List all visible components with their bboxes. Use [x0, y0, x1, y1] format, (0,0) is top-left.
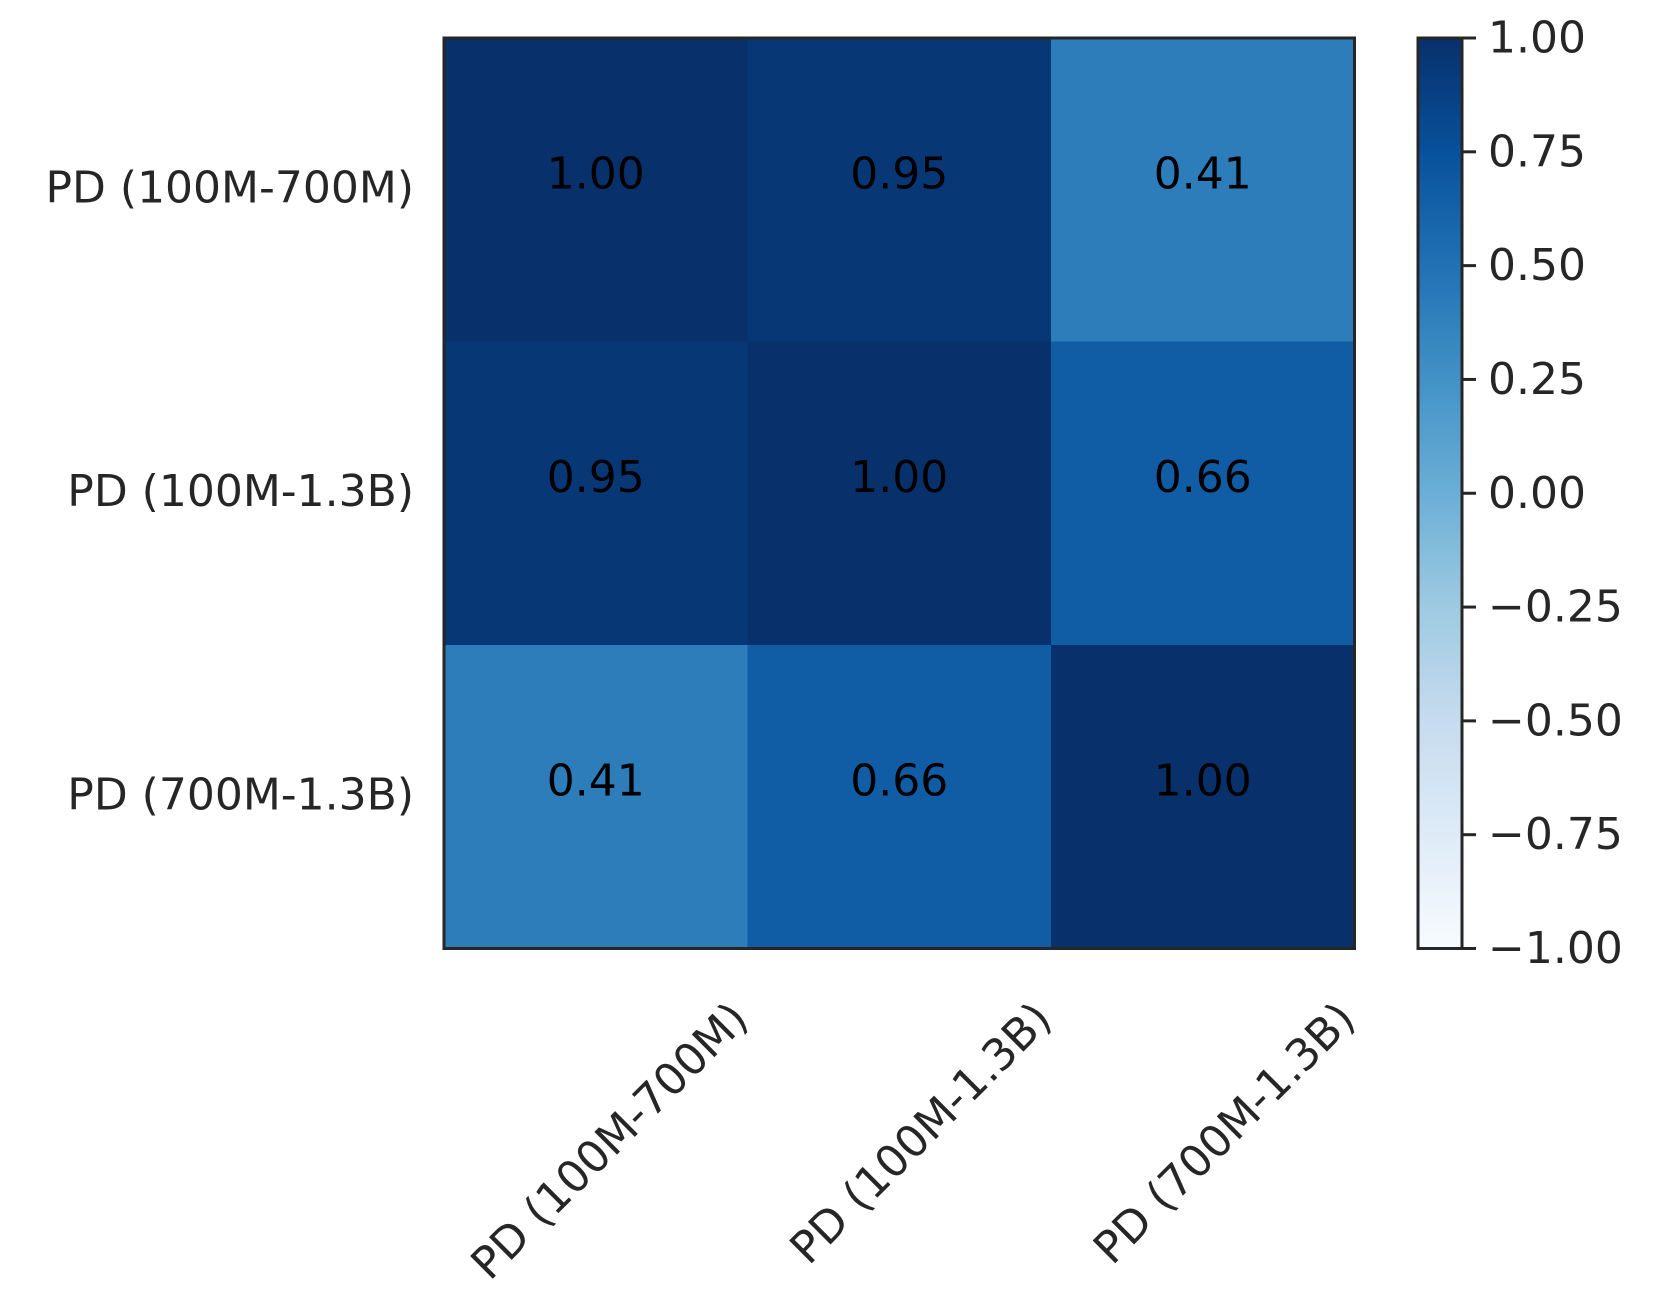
- y-tick-labels: PD (100M-700M) PD (100M-1.3B) PD (700M-1.3…: [46, 162, 415, 820]
- colorbar-tick-label: −0.25: [1488, 582, 1623, 633]
- heatmap-cell-r2-c1: [747, 645, 1052, 949]
- cell-value-label: 0.66: [1154, 452, 1252, 503]
- y-tick-label: PD (100M-1.3B): [67, 466, 414, 517]
- x-tick-label: PD (700M-1.3B): [1084, 993, 1365, 1274]
- colorbar-tick-label: −0.75: [1488, 809, 1623, 860]
- cell-value-label: 1.00: [1154, 755, 1252, 806]
- colorbar-tick-label: 0.50: [1488, 240, 1586, 291]
- heatmap-cells: [444, 38, 1355, 949]
- colorbar-tick-label: −0.50: [1488, 695, 1623, 746]
- cell-value-label: 0.41: [1154, 148, 1252, 199]
- colorbar: 1.00 0.75 0.50 0.25 0.00 −0.25 −0.50 −0.75 −1.00: [1416, 13, 1623, 974]
- cell-value-label: 0.41: [547, 755, 645, 806]
- y-tick-label: PD (700M-1.3B): [67, 769, 414, 820]
- heatmap-cell-r2-c0: [444, 645, 748, 949]
- heatmap-cell-r1-c0: [444, 341, 748, 646]
- colorbar-tick-label: 1.00: [1488, 13, 1586, 64]
- heatmap-cell-r0-c0: [444, 38, 748, 342]
- x-tick-labels: PD (100M-700M) PD (100M-1.3B) PD (700M-1.3…: [462, 993, 1366, 1290]
- cell-value-label: 1.00: [850, 452, 948, 503]
- cell-value-label: 0.95: [547, 452, 645, 503]
- heatmap-frame: [442, 36, 1356, 950]
- cell-value-label: 1.00: [547, 148, 645, 199]
- y-tick-label: PD (100M-700M): [46, 162, 415, 213]
- cell-value-label: 0.66: [850, 755, 948, 806]
- heatmap-cell-r0-c1: [747, 38, 1052, 342]
- x-tick-label: PD (100M-700M): [462, 993, 759, 1290]
- colorbar-tick-label: 0.00: [1488, 468, 1586, 519]
- heatmap-cell-r1-c1: [747, 341, 1052, 646]
- heatmap-cell-r1-c2: [1051, 341, 1355, 646]
- heatmap-cell-labels: 1.00 0.95 0.41 0.95 1.00 0.66 0.41 0.66 1.00: [547, 148, 1252, 806]
- x-tick-label: PD (100M-1.3B): [780, 993, 1061, 1274]
- heatmap-cell-r0-c2: [1051, 38, 1355, 342]
- cell-value-label: 0.95: [850, 148, 948, 199]
- colorbar-gradient: [1418, 38, 1462, 949]
- heatmap-cell-r2-c2: [1051, 645, 1355, 949]
- colorbar-tick-label: −1.00: [1488, 923, 1623, 974]
- colorbar-tick-label: 0.25: [1488, 354, 1586, 405]
- colorbar-ticks: 1.00 0.75 0.50 0.25 0.00 −0.25 −0.50 −0.75 −1.00: [1462, 13, 1623, 974]
- colorbar-tick-label: 0.75: [1488, 126, 1586, 177]
